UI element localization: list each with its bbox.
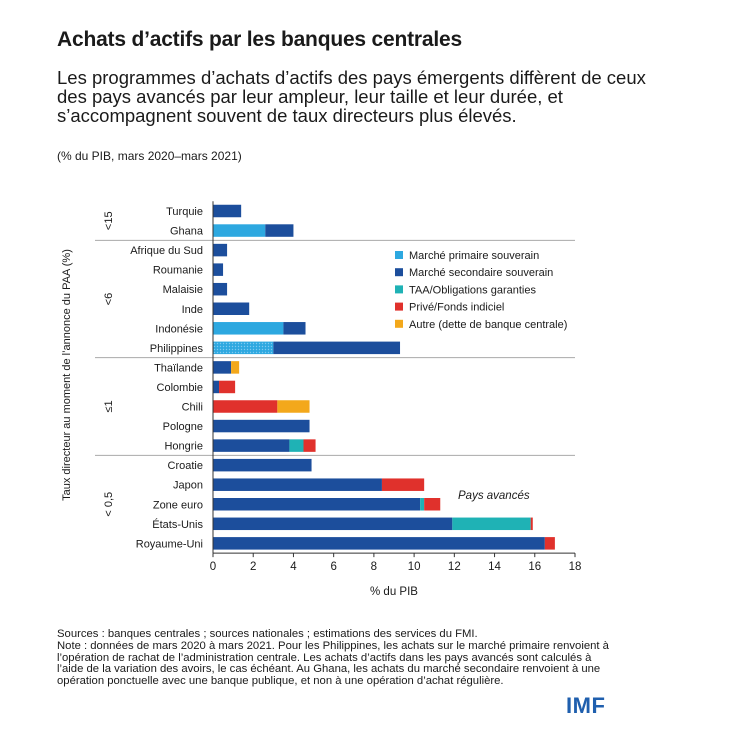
bar-turquie-marche-secondaire-souverain (213, 204, 242, 218)
category-label-croatie: Croatie (168, 460, 203, 472)
category-label-pologne: Pologne (163, 421, 203, 433)
group-label-2: ≤1 (103, 400, 115, 412)
category-label-afrique-du-sud: Afrique du Sud (130, 245, 203, 257)
x-tick-label: 4 (290, 561, 297, 573)
bar-hongrie-taa-obligations-garanties (289, 439, 304, 452)
bar-indonesie-marche-primaire-souverain (213, 322, 284, 335)
x-tick-label: 8 (371, 561, 377, 573)
bar-afrique-du-sud-marche-secondaire-souverain (213, 243, 228, 257)
legend-label-marche-primaire-souverain: Marché primaire souverain (409, 250, 539, 262)
category-label-malaisie: Malaisie (163, 284, 203, 296)
x-tick-label: 16 (528, 561, 541, 573)
bar-croatie-marche-secondaire-souverain (213, 458, 312, 472)
x-tick-label: 6 (330, 561, 336, 573)
bar-pologne-marche-secondaire-souverain (213, 419, 310, 433)
imf-logo: IMF (566, 693, 606, 718)
y-axis-label: Taux directeur au moment de l’annonce du… (61, 249, 73, 501)
x-axis-label: % du PIB (370, 586, 418, 598)
legend-label-prive-fonds-indiciel: Privé/Fonds indiciel (409, 302, 504, 314)
legend: Marché primaire souverain Marché secondai… (395, 250, 567, 331)
annotation-pays-avances: Pays avancés (458, 490, 530, 502)
category-label-thailande: Thaïlande (154, 362, 203, 374)
legend-swatch-taa-obligations-garanties (395, 285, 403, 294)
group-label-1: <6 (103, 293, 115, 306)
category-label-chili: Chili (182, 402, 203, 414)
x-tick-label: 18 (569, 561, 582, 573)
category-label-hongrie: Hongrie (164, 441, 203, 453)
bar-japon-marche-secondaire-souverain (213, 478, 382, 491)
category-label-japon: Japon (173, 480, 203, 492)
bar-hongrie-marche-secondaire-souverain (213, 439, 290, 452)
bar-etats-unis-taa-obligations-garanties (452, 517, 531, 531)
bar-etats-unis-prive-fonds-indiciel (530, 517, 533, 531)
legend-label-autre-dette-de-banque-centrale: Autre (dette de banque centrale) (409, 319, 567, 331)
legend-swatch-autre-dette-de-banque-centrale (395, 319, 403, 328)
category-label-royaume-uni: Royaume-Uni (136, 538, 203, 550)
group-label-3: < 0,5 (103, 492, 115, 517)
category-label-etats-unis: États-Unis (152, 518, 203, 531)
x-tick-label: 10 (408, 561, 421, 573)
bar-ghana-marche-primaire-souverain (213, 224, 266, 237)
category-label-inde: Inde (182, 304, 203, 316)
legend-swatch-marche-primaire-souverain (395, 251, 403, 259)
x-tick-label: 14 (488, 561, 501, 573)
note-text: Note : données de mars 2020 à mars 2021.… (57, 639, 609, 688)
bar-japon-prive-fonds-indiciel (381, 478, 425, 491)
bar-inde-marche-secondaire-souverain (213, 302, 250, 315)
legend-label-marche-secondaire-souverain: Marché secondaire souverain (409, 267, 553, 279)
bar-zone-euro-marche-secondaire-souverain (213, 498, 421, 511)
bar-chili-autre-dette-de-banque-centrale (277, 400, 310, 413)
bar-royaume-uni-marche-secondaire-souverain (213, 537, 545, 550)
bar-zone-euro-prive-fonds-indiciel (424, 498, 441, 511)
bar-hongrie-prive-fonds-indiciel (303, 439, 316, 452)
category-labels: Turquie Ghana Afrique du Sud Roumanie Malais… (130, 206, 204, 550)
axes: 0 2 4 6 8 10 12 14 16 18 (210, 201, 582, 573)
category-label-roumanie: Roumanie (153, 265, 203, 277)
category-label-turquie: Turquie (166, 206, 203, 218)
bar-thailande-autre-dette-de-banque-centrale (231, 361, 240, 374)
bar-colombie-prive-fonds-indiciel (219, 380, 236, 394)
group-labels: <15 <6 ≤1 < 0,5 (103, 211, 115, 516)
bar-thailande-marche-secondaire-souverain (213, 361, 232, 374)
bar-roumanie-marche-secondaire-souverain (213, 263, 224, 276)
bar-ghana-marche-secondaire-souverain (265, 224, 294, 237)
chart-subtitle: Les programmes d’achats d’actifs des pay… (57, 67, 646, 126)
sources-text: Sources : banques centrales ; sources na… (57, 628, 478, 640)
category-label-indonesie: Indonésie (155, 323, 203, 335)
legend-swatch-prive-fonds-indiciel (395, 302, 403, 311)
bar-royaume-uni-prive-fonds-indiciel (544, 537, 555, 550)
group-label-0: <15 (103, 211, 115, 230)
legend-swatch-marche-secondaire-souverain (395, 268, 403, 277)
category-label-philippines: Philippines (150, 343, 204, 355)
bar-etats-unis-marche-secondaire-souverain (213, 517, 453, 531)
legend-label-taa-obligations-garanties: TAA/Obligations garanties (409, 284, 536, 296)
category-label-ghana: Ghana (170, 226, 204, 238)
x-tick-label: 0 (210, 561, 216, 573)
bars (213, 204, 555, 550)
bar-philippines-marche-secondaire-souverain (273, 341, 401, 355)
bar-philippines-marche-primaire-souverain (213, 341, 274, 355)
bar-malaisie-marche-secondaire-souverain (213, 282, 228, 296)
category-label-colombie: Colombie (157, 382, 203, 394)
chart: 0 2 4 6 8 10 12 14 16 18 Turquie Ghana Afrique du S… (61, 201, 582, 598)
source-notes: Sources : banques centrales ; sources na… (57, 628, 617, 688)
bar-chili-prive-fonds-indiciel (213, 400, 278, 413)
chart-title: Achats d’actifs par les banques centrale… (57, 28, 462, 51)
x-tick-label: 2 (250, 561, 256, 573)
category-label-zone-euro: Zone euro (153, 499, 203, 511)
group-separators (95, 239, 575, 456)
bar-zone-euro-taa-obligations-garanties (420, 498, 425, 511)
bar-indonesie-marche-secondaire-souverain (283, 322, 306, 335)
chart-units: (% du PIB, mars 2020–mars 2021) (57, 149, 242, 163)
x-tick-label: 12 (448, 561, 461, 573)
bar-colombie-marche-secondaire-souverain (213, 380, 220, 394)
